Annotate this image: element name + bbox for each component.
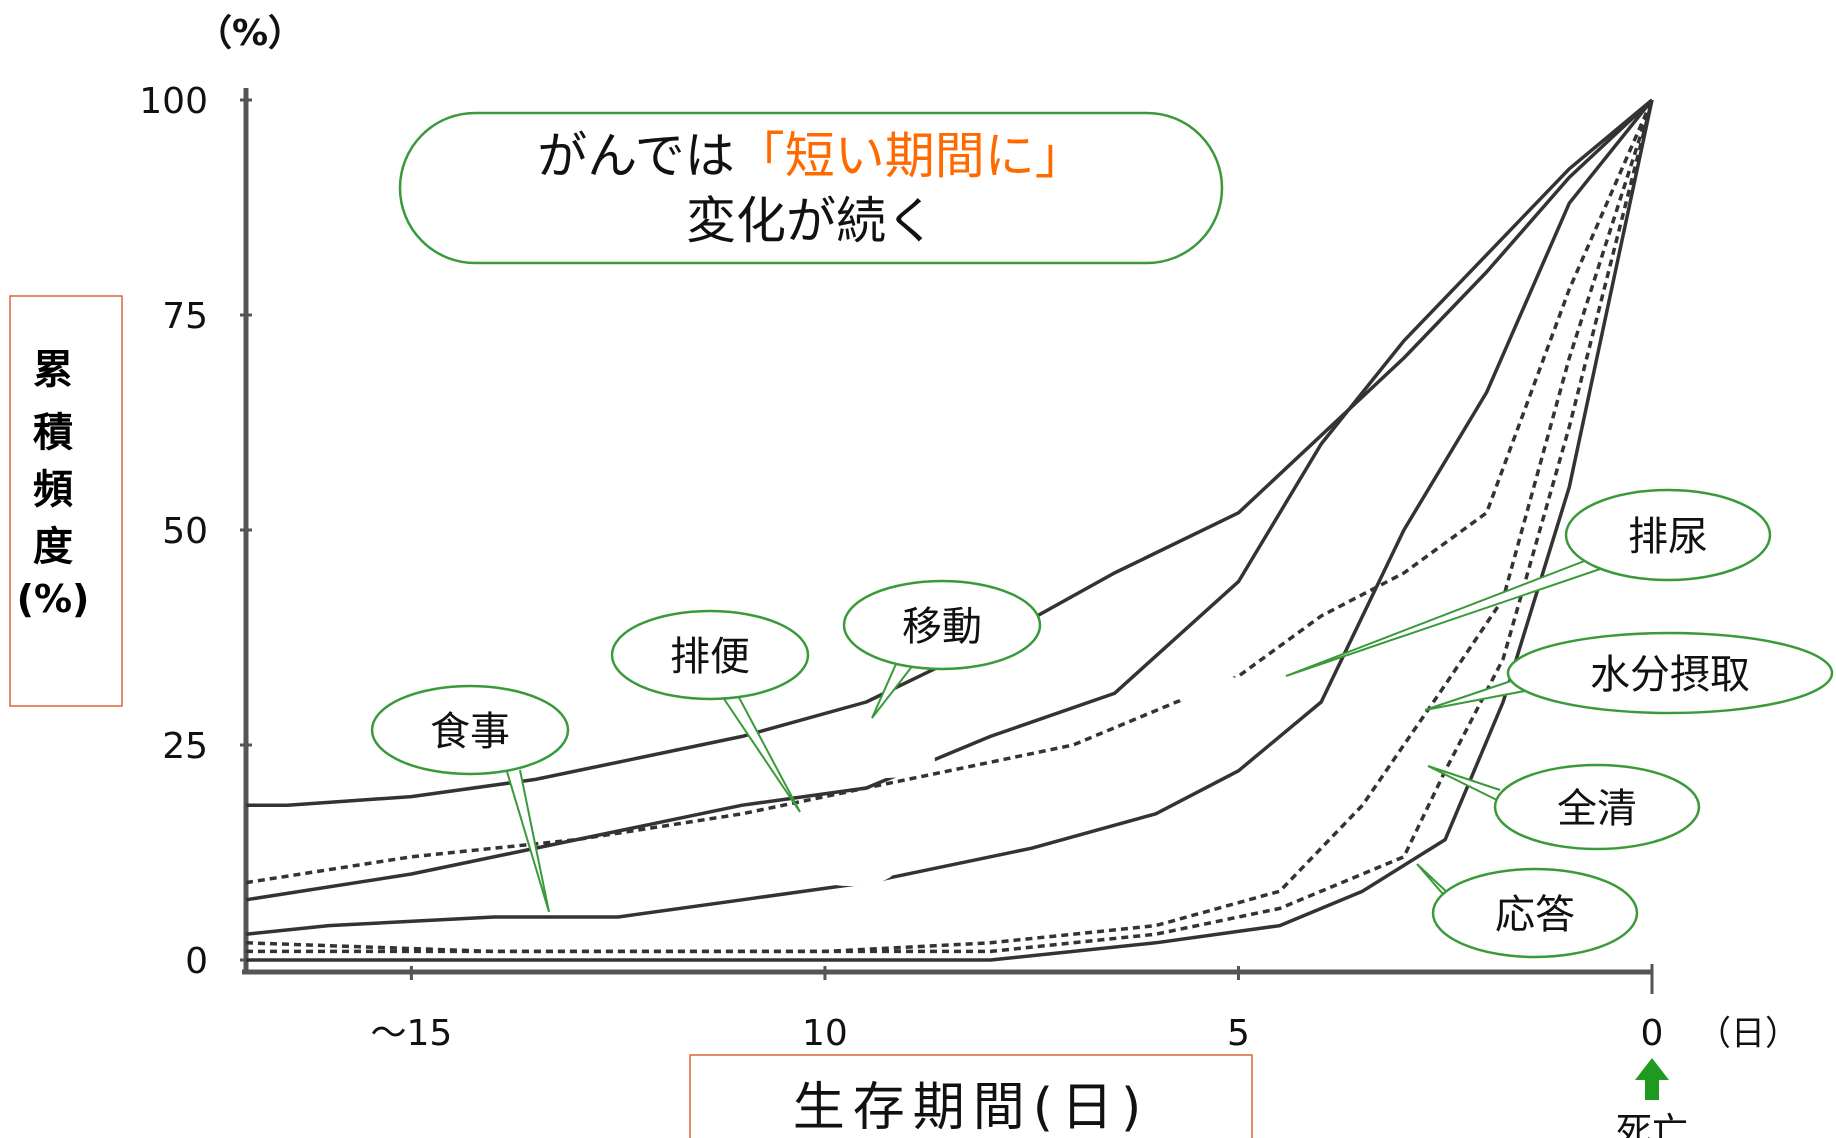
callout-bubble <box>1564 488 1772 582</box>
ylabel-char-3: 頻 <box>33 467 73 513</box>
title-line2: 変化が続く <box>686 192 936 250</box>
title-callout: がんでは「短い期間に」 変化が続く <box>398 111 1224 265</box>
callout-label: 全清 <box>1557 786 1637 832</box>
callout-label: 食事 <box>430 709 510 755</box>
callout-pointer <box>1424 677 1531 711</box>
x-tick-label: 10 <box>802 1013 848 1054</box>
callout-label: 応答 <box>1495 892 1575 938</box>
y-tick-label: 25 <box>162 726 208 767</box>
ylabel-box: 累 積 頻 度 (%) <box>9 295 123 707</box>
callout-label: 排尿 <box>1628 514 1708 560</box>
callout-label: 排便 <box>670 634 750 680</box>
callout-6: 全清 <box>1427 763 1701 851</box>
y-tick-label: 50 <box>162 511 208 552</box>
callout-label: 水分摂取 <box>1590 652 1750 698</box>
callout-pointer <box>871 654 918 719</box>
callout-bubble <box>1431 867 1639 959</box>
x-tick-label: 0 <box>1641 1013 1664 1054</box>
ylabel-char-4: 度 <box>33 524 73 570</box>
series-line-4 <box>245 98 1654 936</box>
callout-7: 応答 <box>1416 863 1639 959</box>
callout-bubble <box>1506 631 1834 715</box>
series-line-6 <box>246 99 1654 954</box>
xlabel: 生存期間(日) <box>793 1078 1150 1138</box>
callout-pointer <box>1285 554 1613 677</box>
y-unit: （%） <box>196 13 304 54</box>
callout-2: 排便 <box>610 609 810 813</box>
ylabel-char-5: (%) <box>17 577 90 621</box>
x-tick-label: 5 <box>1227 1013 1250 1054</box>
y-tick-label: 75 <box>162 296 208 337</box>
title-highlight: 「短い期間に」 <box>735 127 1085 185</box>
callout-4: 排尿 <box>1285 488 1772 677</box>
xlabel-box: 生存期間(日) <box>689 1054 1253 1138</box>
callout-3: 移動 <box>842 579 1042 719</box>
callout-bubble <box>370 684 570 776</box>
y-tick-label: 100 <box>139 81 208 122</box>
callout-bubble <box>610 609 810 701</box>
x-tick-label: ～15 <box>371 1013 453 1054</box>
callout-bubble <box>1493 763 1701 851</box>
callout-pointer <box>504 764 550 913</box>
callout-pointer <box>717 689 801 813</box>
series-line-2 <box>245 98 1654 902</box>
callout-bubble <box>842 579 1042 671</box>
x-unit: （日） <box>1697 1014 1799 1054</box>
title-part1: がんでは <box>537 127 735 185</box>
callout-5: 水分摂取 <box>1424 631 1834 715</box>
ylabel-char-1: 累 <box>33 347 73 393</box>
callout-pointer <box>1427 765 1506 805</box>
callout-1: 食事 <box>370 684 570 913</box>
callout-label: 移動 <box>902 604 982 650</box>
series-line-3 <box>245 99 1654 885</box>
svg-text:がんでは「短い期間に」: がんでは「短い期間に」 <box>537 127 1085 185</box>
y-tick-label: 0 <box>185 941 208 982</box>
death-arrow-icon <box>1635 1058 1669 1100</box>
label-gaps <box>805 674 1260 886</box>
death-label: 死亡 <box>1616 1111 1688 1138</box>
ylabel-char-2: 積 <box>33 410 73 456</box>
